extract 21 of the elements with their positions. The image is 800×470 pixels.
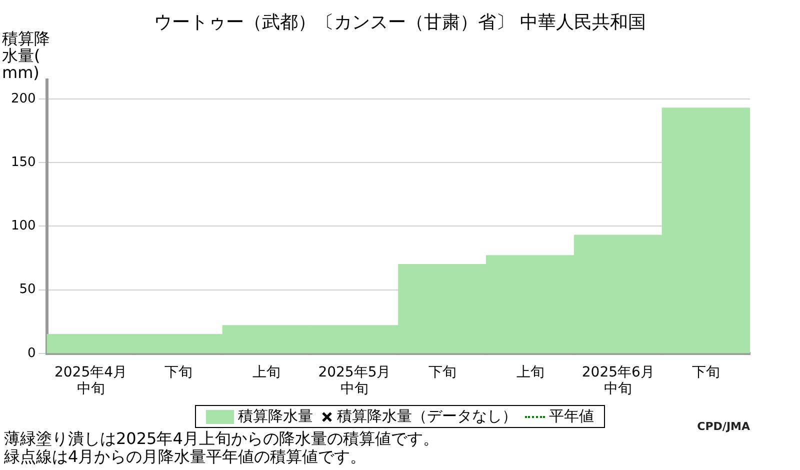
- y-tick-label: 0: [28, 346, 36, 361]
- legend-label: 積算降水量（データなし）: [337, 407, 517, 425]
- y-axis-title: 積算降水量(mm): [2, 29, 51, 82]
- x-tick-label: 上旬: [516, 364, 544, 380]
- y-tick-label: 200: [10, 91, 36, 106]
- y-tick-label: 150: [10, 155, 36, 170]
- x-tick-label: 下旬: [428, 364, 456, 380]
- x-tick-label: 上旬: [252, 364, 281, 380]
- x-tick-label: 2025年6月中旬: [582, 364, 654, 398]
- x-tick-label: 2025年4月中旬: [54, 364, 128, 398]
- y-tick-label: 50: [19, 282, 36, 298]
- legend-label: 積算降水量: [238, 407, 313, 425]
- text: 緑点線は4月からの月降水量平年値の積算値です。: [4, 447, 368, 466]
- x-tick-label: 下旬: [164, 364, 193, 380]
- legend-label: 平年値: [549, 407, 594, 425]
- x-tick-label: 下旬: [692, 364, 720, 380]
- text: 薄緑塗り潰しは2025年4月上旬からの降水量の積算値です。: [4, 429, 439, 448]
- x-tick-label: 2025年5月中旬: [318, 364, 391, 398]
- text: CPD/JMA: [697, 420, 750, 433]
- chart-title: ウートゥー（武都）〔カンスー（甘粛）省〕 中華人民共和国: [154, 12, 646, 33]
- y-tick-label: 100: [10, 218, 36, 234]
